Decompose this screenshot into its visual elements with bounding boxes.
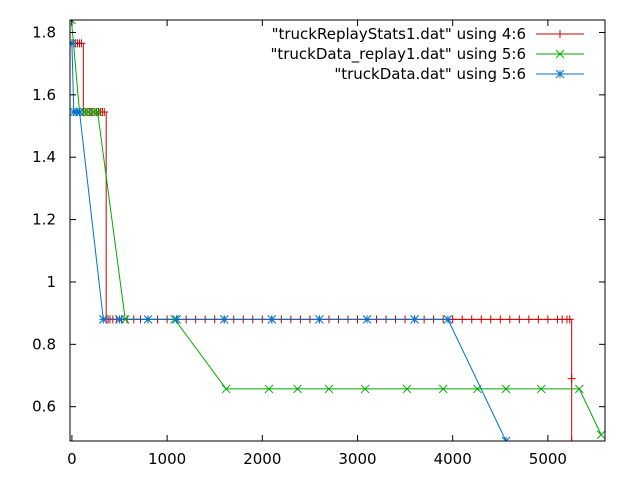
series-1	[70, 39, 576, 441]
x-tick-label: 1000	[148, 450, 186, 468]
data-point	[596, 430, 605, 440]
y-tick-label: 1.8	[32, 23, 56, 41]
data-point	[486, 315, 495, 324]
data-point	[219, 315, 229, 324]
legend-label: "truckData_replay1.dat" using 5:6	[270, 45, 526, 64]
data-point	[505, 315, 514, 324]
y-tick-label: 1	[46, 273, 56, 291]
legend-item: "truckData.dat" using 5:6	[334, 65, 584, 83]
data-point	[565, 315, 574, 324]
data-point	[567, 437, 576, 441]
data-point	[467, 315, 476, 324]
series-3	[70, 39, 511, 441]
legend-item: "truckReplayStats1.dat" using 4:6	[272, 25, 584, 43]
data-point	[362, 315, 372, 324]
data-point	[324, 384, 334, 394]
series-line	[71, 42, 573, 441]
data-point	[267, 315, 277, 324]
axes: 0 1000 2000 3000 4000 5000 0.6 0.8 1 1.2 1.4 1.6 1.8	[32, 20, 605, 468]
data-point	[574, 384, 584, 394]
series-line	[71, 43, 507, 441]
series-2	[70, 20, 605, 440]
data-point	[501, 436, 511, 441]
data-point	[100, 107, 109, 116]
data-point	[360, 384, 370, 394]
data-point	[70, 39, 77, 48]
data-point	[77, 39, 86, 48]
data-point	[536, 384, 546, 394]
data-point	[93, 107, 102, 117]
data-point	[534, 315, 543, 324]
data-point	[172, 315, 181, 324]
plot-frame	[69, 19, 606, 442]
y-tick-label: 1.2	[32, 211, 56, 229]
data-point	[515, 315, 524, 324]
data-point	[143, 315, 153, 324]
legend-label: "truckData.dat" using 5:6	[334, 65, 526, 83]
data-point	[543, 315, 552, 324]
y-tick-label: 0.6	[32, 398, 56, 416]
data-point	[89, 107, 99, 117]
data-point	[98, 315, 108, 324]
data-point	[264, 384, 274, 394]
plot-marks	[70, 20, 605, 441]
data-point	[315, 315, 324, 324]
data-point	[443, 315, 453, 324]
data-point	[70, 20, 76, 25]
x-tick-label: 3000	[338, 450, 376, 468]
data-point	[524, 315, 533, 324]
data-point	[458, 315, 467, 324]
data-point	[438, 384, 448, 394]
legend-label: "truckReplayStats1.dat" using 4:6	[272, 25, 526, 43]
legend-marker	[556, 30, 564, 38]
y-tick-label: 0.8	[32, 335, 56, 353]
data-point	[496, 315, 505, 324]
series-line	[70, 20, 602, 435]
legend-marker	[555, 49, 565, 59]
data-point	[293, 384, 302, 394]
data-point	[501, 384, 511, 394]
y-tick-label: 1.6	[32, 86, 56, 104]
legend-marker	[555, 69, 565, 79]
data-point	[410, 315, 419, 324]
data-point	[115, 315, 124, 324]
x-tick-label: 4000	[434, 450, 472, 468]
data-point	[567, 374, 576, 383]
x-tick-label: 2000	[243, 450, 281, 468]
x-tick-label: 5000	[529, 450, 567, 468]
y-tick-label: 1.4	[32, 148, 56, 166]
data-point	[75, 107, 84, 117]
legend-item: "truckData_replay1.dat" using 5:6	[270, 45, 584, 64]
data-point	[402, 384, 412, 394]
x-tick-label: 0	[67, 450, 77, 468]
data-point	[221, 384, 231, 394]
data-point	[477, 315, 486, 324]
legend: "truckReplayStats1.dat" using 4:6 "truckD…	[270, 25, 584, 83]
